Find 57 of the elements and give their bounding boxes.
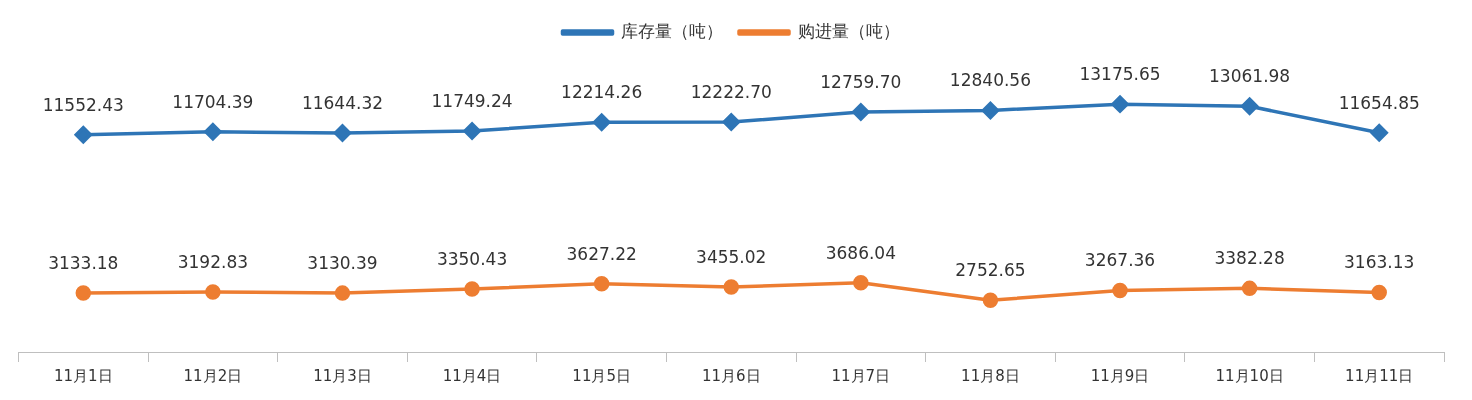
point <box>593 276 610 292</box>
point <box>722 113 740 131</box>
x-tick-label: 11月11日 <box>1345 366 1414 385</box>
data-label: 3130.39 <box>307 253 378 274</box>
data-label: 12222.70 <box>690 81 772 102</box>
point <box>205 284 221 300</box>
data-label: 3192.83 <box>177 251 249 272</box>
point <box>1240 97 1259 116</box>
x-tick-label: 11月6日 <box>701 366 761 385</box>
data-label: 3163.13 <box>1344 252 1415 273</box>
point <box>75 285 92 301</box>
point <box>334 285 351 301</box>
data-label: 3133.18 <box>48 252 119 273</box>
point <box>592 113 611 131</box>
point <box>852 103 870 121</box>
point <box>1112 282 1128 299</box>
data-label: 12759.70 <box>820 71 902 92</box>
point <box>981 101 1000 120</box>
x-tick-label: 11月1日 <box>53 366 113 385</box>
data-label: 12840.56 <box>949 70 1031 91</box>
data-label: 13061.98 <box>1209 66 1291 87</box>
data-label: 11654.85 <box>1338 92 1420 113</box>
data-label: 12214.26 <box>561 82 643 103</box>
point <box>204 123 222 141</box>
data-label: 3382.28 <box>1214 248 1285 269</box>
point <box>982 292 999 308</box>
x-tick-label: 11月4日 <box>442 366 502 385</box>
data-label: 13175.65 <box>1079 64 1161 85</box>
point <box>1370 123 1388 142</box>
x-tick-label: 11月3日 <box>313 366 372 385</box>
data-label: 3350.43 <box>436 248 508 269</box>
data-label: 11704.39 <box>172 91 254 112</box>
data-label: 3267.36 <box>1084 250 1156 271</box>
data-label: 3686.04 <box>825 242 896 263</box>
data-label: 3627.22 <box>566 243 637 264</box>
point <box>1111 95 1129 113</box>
data-label: 11644.32 <box>301 92 384 113</box>
x-tick-label: 11月8日 <box>961 366 1020 385</box>
x-tick-label: 11月9日 <box>1090 366 1150 385</box>
point <box>333 124 352 142</box>
data-label: 3455.02 <box>696 246 767 267</box>
data-label: 11552.43 <box>42 94 124 115</box>
x-tick-label: 11月10日 <box>1215 366 1284 385</box>
point <box>463 122 481 140</box>
point <box>723 279 739 295</box>
point <box>464 281 480 297</box>
x-tick-label: 11月7日 <box>831 366 891 385</box>
point <box>1241 280 1258 297</box>
point <box>74 125 93 144</box>
x-tick-label: 11月5日 <box>572 366 631 385</box>
data-label: 11749.24 <box>431 90 513 111</box>
x-tick-label: 11月2日 <box>183 366 243 385</box>
legend-label: 购进量（吨） <box>797 20 900 41</box>
legend-label: 库存量（吨） <box>621 20 723 41</box>
point <box>1371 284 1387 301</box>
point <box>853 274 869 291</box>
data-label: 2752.65 <box>955 260 1026 281</box>
